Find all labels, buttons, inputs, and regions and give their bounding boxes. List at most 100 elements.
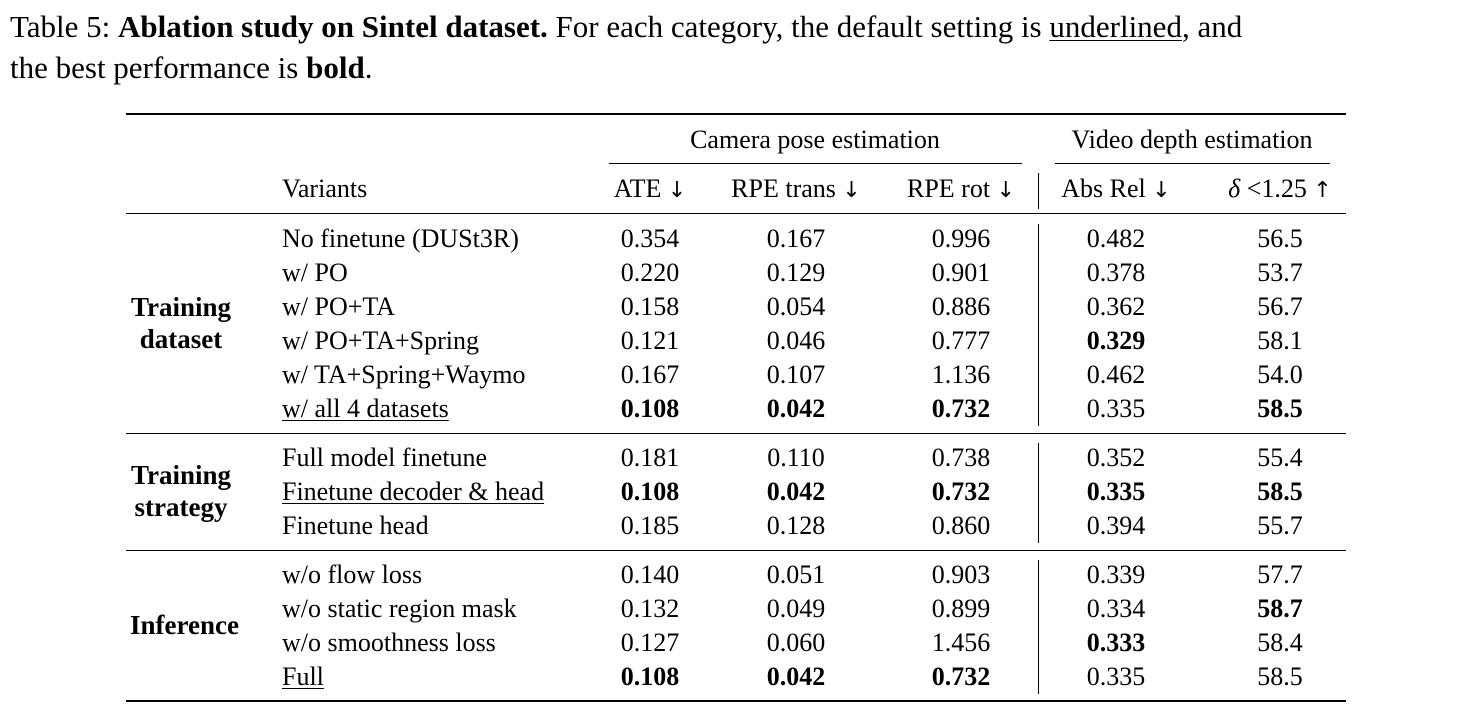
- delta-cell: 58.1: [1257, 326, 1303, 355]
- depth-group-underline: [1055, 163, 1330, 164]
- ate-cell: 0.132: [620, 594, 680, 623]
- rpe-trans-cell: 0.128: [766, 511, 826, 540]
- variant-cell: Finetune decoder & head: [282, 477, 545, 506]
- rpe-rot-cell: 0.996: [931, 224, 991, 253]
- up-arrow-icon: ↑: [1313, 178, 1332, 203]
- rpe-trans-cell: 0.107: [766, 360, 826, 389]
- rpe-rot-cell: 0.732: [931, 662, 991, 691]
- ate-cell: 0.220: [620, 258, 680, 287]
- abs-rel-cell: 0.329: [1086, 326, 1146, 355]
- rpe-rot-cell: 1.456: [931, 628, 991, 657]
- camera-pose-group-header: Camera pose estimation: [690, 125, 940, 154]
- variant-cell: w/o flow loss: [282, 560, 423, 589]
- section1-vertical-separator: [1038, 224, 1039, 426]
- delta-cell: 58.5: [1257, 477, 1303, 506]
- rpe-rot-cell: 0.732: [931, 477, 991, 506]
- ate-cell: 0.185: [620, 511, 680, 540]
- delta-cell: 55.4: [1257, 443, 1303, 472]
- category-training-strategy: Training strategy: [130, 460, 232, 522]
- section3-vertical-separator: [1038, 560, 1039, 694]
- abs-rel-cell: 0.339: [1086, 560, 1146, 589]
- col-header-rpe-rot: RPE rot ↓: [907, 172, 1015, 207]
- variant-cell: No finetune (DUSt3R): [282, 224, 519, 253]
- rpe-trans-cell: 0.054: [766, 292, 826, 321]
- rpe-rot-cell: 0.899: [931, 594, 991, 623]
- ate-label: ATE: [613, 174, 662, 203]
- variant-cell: w/ all 4 datasets: [282, 394, 449, 423]
- caption-period: .: [364, 50, 373, 85]
- rpe-rot-cell: 0.777: [931, 326, 991, 355]
- rpe-rot-cell: 0.732: [931, 394, 991, 423]
- section-rule-1: [126, 433, 1346, 434]
- video-depth-group-header: Video depth estimation: [1071, 125, 1313, 154]
- down-arrow-icon: ↓: [1152, 178, 1171, 203]
- rpe-rot-cell: 1.136: [931, 360, 991, 389]
- delta-cell: 55.7: [1257, 511, 1303, 540]
- variant-cell: Full: [282, 662, 324, 691]
- header-rule: [126, 213, 1346, 214]
- caption-text-end: , and: [1181, 9, 1243, 44]
- rpe-rot-label: RPE rot: [906, 174, 991, 203]
- caption-prefix: Table 5:: [10, 9, 119, 44]
- variant-cell: Finetune head: [282, 511, 429, 540]
- caption-line-2: the best performance is bold.: [10, 47, 1470, 88]
- abs-rel-cell: 0.335: [1086, 477, 1146, 506]
- rpe-rot-cell: 0.738: [931, 443, 991, 472]
- variant-cell: w/ PO: [282, 258, 348, 287]
- delta-cell: 58.4: [1257, 628, 1303, 657]
- ate-cell: 0.127: [620, 628, 680, 657]
- delta-threshold: <1.25: [1240, 174, 1307, 203]
- rpe-trans-cell: 0.129: [766, 258, 826, 287]
- variant-cell: Full model finetune: [282, 443, 488, 472]
- rpe-rot-cell: 0.860: [931, 511, 991, 540]
- rpe-trans-cell: 0.110: [767, 443, 825, 472]
- delta-cell: 56.7: [1257, 292, 1303, 321]
- ate-cell: 0.140: [620, 560, 680, 589]
- category-training-dataset: Training dataset: [130, 292, 232, 354]
- ate-cell: 0.354: [620, 224, 680, 253]
- down-arrow-icon: ↓: [842, 178, 861, 203]
- abs-rel-cell: 0.334: [1086, 594, 1146, 623]
- abs-rel-cell: 0.362: [1086, 292, 1146, 321]
- col-header-variants: Variants: [282, 174, 368, 203]
- col-header-delta: δ <1.25 ↑: [1228, 172, 1332, 207]
- variant-cell: w/ PO+TA: [282, 292, 395, 321]
- abs-rel-cell: 0.352: [1086, 443, 1146, 472]
- ate-cell: 0.121: [620, 326, 680, 355]
- col-header-rpe-trans: RPE trans ↓: [731, 172, 861, 207]
- delta-cell: 57.7: [1257, 560, 1303, 589]
- ate-cell: 0.181: [620, 443, 680, 472]
- ate-cell: 0.108: [620, 394, 680, 423]
- camera-group-underline: [609, 163, 1022, 164]
- rpe-trans-cell: 0.060: [766, 628, 826, 657]
- caption-underlined-word: underlined: [1049, 9, 1182, 44]
- rpe-trans-cell: 0.167: [766, 224, 826, 253]
- abs-rel-cell: 0.333: [1086, 628, 1146, 657]
- rpe-trans-cell: 0.042: [766, 394, 826, 423]
- ate-cell: 0.108: [620, 477, 680, 506]
- abs-rel-cell: 0.378: [1086, 258, 1146, 287]
- rpe-trans-cell: 0.042: [766, 662, 826, 691]
- variant-cell: w/o static region mask: [282, 594, 517, 623]
- variant-cell: w/o smoothness loss: [282, 628, 496, 657]
- header-vertical-separator: [1038, 173, 1039, 209]
- rpe-trans-cell: 0.051: [766, 560, 826, 589]
- col-header-abs-rel: Abs Rel ↓: [1061, 172, 1170, 207]
- table-bottom-rule: [126, 700, 1346, 702]
- abs-rel-cell: 0.335: [1086, 662, 1146, 691]
- variant-cell: w/ PO+TA+Spring: [282, 326, 479, 355]
- category-inference: Inference: [130, 610, 239, 640]
- delta-cell: 58.5: [1257, 394, 1303, 423]
- ate-cell: 0.167: [620, 360, 680, 389]
- caption-title: Ablation study on Sintel dataset.: [118, 9, 548, 44]
- caption-text: For each category, the default setting i…: [547, 9, 1050, 44]
- caption-bold-word: bold: [306, 50, 365, 85]
- table-top-rule: [126, 113, 1346, 115]
- down-arrow-icon: ↓: [667, 178, 687, 203]
- section2-vertical-separator: [1038, 443, 1039, 543]
- rpe-rot-cell: 0.886: [931, 292, 991, 321]
- down-arrow-icon: ↓: [996, 178, 1016, 203]
- caption-line-1: Table 5: Ablation study on Sintel datase…: [10, 6, 1470, 47]
- rpe-rot-cell: 0.901: [931, 258, 991, 287]
- delta-cell: 58.5: [1257, 662, 1303, 691]
